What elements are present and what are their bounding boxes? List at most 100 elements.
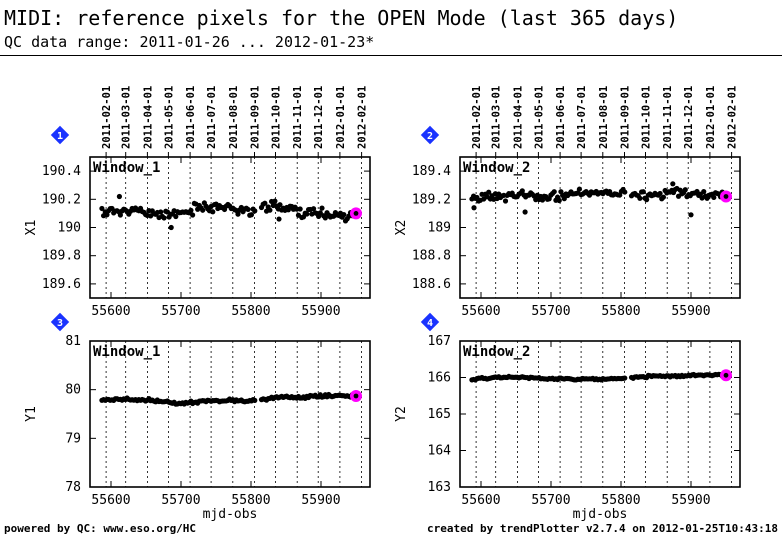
- y-tick-label: 189.6: [42, 277, 81, 292]
- data-point: [262, 200, 268, 206]
- date-tick-label: 2011-08-01: [598, 86, 610, 149]
- data-point: [252, 208, 258, 214]
- date-tick-label: 2011-02-01: [101, 86, 113, 149]
- data-point: [99, 205, 105, 212]
- date-tick-label: 2011-10-01: [271, 86, 283, 149]
- date-tick-label: 2011-09-01: [250, 86, 262, 149]
- x-tick-label: 55600: [91, 304, 130, 319]
- y-tick-label: 80: [65, 383, 81, 398]
- data-point: [502, 198, 509, 204]
- plot-frame: [459, 340, 741, 488]
- latest-point: [353, 211, 359, 216]
- y-tick-label: 167: [428, 334, 451, 349]
- y-tick-label: 189.4: [412, 164, 451, 179]
- data-point: [297, 206, 303, 212]
- chart-panel-4: 55600 55700 55800 55900 163 164 165 166 167 Y2 mjd…: [394, 312, 741, 522]
- x-tick-label: 55800: [601, 493, 640, 508]
- y-tick-label: 78: [65, 480, 81, 495]
- y-axis-label: Y1: [24, 406, 39, 422]
- data-point: [556, 197, 562, 204]
- y-axis-label: Y2: [394, 406, 409, 422]
- data-point: [272, 198, 278, 204]
- date-tick-label: 2011-04-01: [512, 86, 524, 149]
- x-tick-label: 55600: [461, 304, 500, 319]
- data-point: [200, 207, 206, 213]
- y-tick-label: 163: [428, 480, 451, 495]
- x-tick-label: 55700: [161, 304, 200, 319]
- data-point: [341, 212, 347, 218]
- plot-frame: [89, 340, 371, 488]
- x-tick-label: 55800: [231, 304, 270, 319]
- window-label: Window_2: [463, 344, 530, 360]
- y-tick-label: 81: [65, 334, 81, 349]
- data-point: [576, 186, 583, 192]
- date-tick-label: 2012-02-01: [357, 86, 369, 149]
- y-tick-label: 188.6: [412, 277, 451, 292]
- data-point: [304, 211, 310, 217]
- x-axis-label: mjd-obs: [203, 507, 258, 522]
- y-tick-label: 165: [428, 407, 451, 422]
- data-point: [660, 194, 667, 200]
- latest-point: [723, 194, 729, 199]
- panel-number-label: 4: [427, 318, 433, 329]
- panel-number-badge: [420, 312, 440, 332]
- data-point: [245, 206, 251, 213]
- y-axis-label: X2: [394, 220, 409, 236]
- date-tick-label: 2011-08-01: [228, 86, 240, 149]
- footer-powered-by: powered by QC: www.eso.org/HC: [4, 522, 197, 535]
- data-point: [188, 207, 194, 213]
- plot-frame: [89, 156, 371, 299]
- data-point: [522, 209, 528, 215]
- panel-number-label: 1: [57, 131, 63, 142]
- data-point: [161, 215, 167, 221]
- date-tick-label: 2011-06-01: [555, 86, 567, 149]
- x-tick-label: 55600: [461, 493, 500, 508]
- chart-panel-3: 55600 55700 55800 55900 78 79 80 81 Y1 mjd-obs Win…: [24, 312, 371, 522]
- panel-number-label: 2: [427, 131, 433, 142]
- window-label: Window_2: [463, 160, 530, 176]
- panel-number-badge: [50, 125, 70, 145]
- window-label: Window_1: [93, 160, 160, 176]
- data-point: [252, 397, 258, 403]
- data-point: [267, 207, 273, 213]
- x-tick-label: 55700: [531, 493, 570, 508]
- x-tick-label: 55900: [301, 493, 340, 508]
- x-tick-label: 55900: [671, 493, 710, 508]
- date-tick-label: 2011-09-01: [620, 86, 632, 149]
- y-tick-label: 190: [58, 221, 81, 236]
- data-point: [210, 209, 216, 215]
- date-tick-label: 2011-05-01: [533, 86, 545, 149]
- y-tick-label: 164: [428, 444, 452, 459]
- data-point: [319, 205, 325, 211]
- data-point: [276, 216, 282, 222]
- latest-point: [353, 393, 359, 399]
- y-axis-label: X1: [24, 220, 39, 236]
- y-tick-label: 188.8: [412, 249, 451, 264]
- panel-number-badge: [50, 312, 70, 332]
- data-point: [104, 212, 110, 218]
- date-tick-label: 2011-07-01: [576, 86, 588, 149]
- data-point: [561, 196, 567, 202]
- data-point: [644, 197, 650, 203]
- y-tick-label: 79: [65, 431, 81, 446]
- date-tick-label: 2011-03-01: [491, 86, 503, 149]
- x-tick-label: 55800: [601, 304, 640, 319]
- date-tick-label: 2012-01-01: [335, 86, 347, 149]
- data-point: [310, 206, 317, 212]
- data-point: [190, 212, 196, 218]
- data-point: [711, 194, 717, 201]
- data-point: [486, 189, 492, 195]
- chart-panel-2: 2011-02-01 2011-03-01 2011-04-01 2011-05-01…: [394, 86, 741, 319]
- date-tick-label: 2011-11-01: [662, 86, 674, 149]
- data-point: [637, 195, 643, 201]
- x-tick-label: 55900: [301, 304, 340, 319]
- date-tick-label: 2012-01-01: [705, 86, 717, 149]
- x-tick-label: 55800: [231, 493, 270, 508]
- date-tick-label: 2011-12-01: [683, 86, 695, 149]
- x-tick-label: 55700: [161, 493, 200, 508]
- panel-number-badge: [420, 125, 440, 145]
- data-point: [622, 189, 628, 195]
- x-tick-label: 55900: [671, 304, 710, 319]
- date-tick-label: 2011-11-01: [292, 86, 304, 149]
- y-tick-label: 166: [428, 371, 451, 386]
